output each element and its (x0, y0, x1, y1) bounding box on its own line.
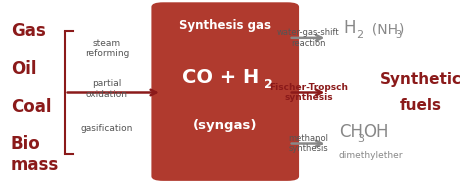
Text: fuels: fuels (400, 98, 442, 113)
Text: steam
reforming: steam reforming (85, 39, 129, 58)
Text: Coal: Coal (11, 98, 51, 116)
Text: methanol
synthesis: methanol synthesis (289, 134, 328, 153)
Text: partial
oxidation: partial oxidation (86, 79, 128, 99)
Text: Bio
mass: Bio mass (11, 135, 59, 174)
Text: dimethylether: dimethylether (339, 151, 403, 160)
Text: (NH: (NH (363, 22, 398, 36)
Text: Fischer-Tropsch
synthesis: Fischer-Tropsch synthesis (269, 83, 348, 102)
Text: gasification: gasification (81, 125, 133, 133)
Text: (syngas): (syngas) (193, 119, 257, 132)
Text: Synthesis gas: Synthesis gas (179, 18, 271, 32)
Text: 2: 2 (264, 78, 273, 91)
Text: OH: OH (363, 123, 389, 141)
Text: Gas: Gas (11, 21, 46, 40)
Text: water-gas-shift
reaction: water-gas-shift reaction (277, 28, 340, 48)
Text: H: H (344, 19, 356, 37)
Text: CH: CH (339, 123, 363, 141)
Text: ): ) (399, 22, 404, 36)
Text: CO + H: CO + H (182, 68, 259, 87)
Text: 2: 2 (356, 30, 363, 40)
Text: 3: 3 (395, 30, 401, 40)
FancyBboxPatch shape (151, 2, 299, 181)
Text: Synthetic: Synthetic (380, 72, 462, 87)
Text: Oil: Oil (11, 60, 36, 78)
Text: 3: 3 (357, 134, 364, 144)
